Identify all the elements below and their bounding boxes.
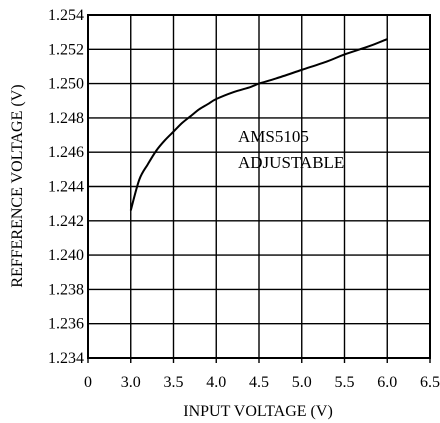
annotation-line-2: ADJUSTABLE: [238, 153, 344, 172]
x-tick-label: 5.5: [335, 374, 355, 391]
y-tick-label: 1.254: [48, 7, 84, 24]
y-axis-label: REFFERENCE VOLTAGE (V): [9, 84, 26, 287]
y-tick-label: 1.252: [48, 41, 84, 58]
series-layer: [129, 38, 388, 211]
y-tick-label: 1.250: [48, 76, 84, 93]
y-tick-label: 1.242: [48, 213, 84, 230]
x-tick-labels: 0 3.0 3.5 4.0 4.5 5.0 5.5 6.0 6.5: [84, 374, 440, 391]
x-tick-label: 3.5: [164, 374, 184, 391]
x-tick-label: 6.0: [377, 374, 397, 391]
y-tick-label: 1.234: [48, 350, 84, 367]
y-tick-label: 1.238: [48, 281, 84, 298]
y-tick-label: 1.240: [48, 247, 84, 264]
x-tick-label: 5.0: [292, 374, 312, 391]
y-tick-label: 1.248: [48, 110, 84, 127]
series-line: [129, 38, 388, 211]
plot-frame: [87, 14, 431, 363]
x-tick-label: 6.5: [420, 374, 440, 391]
y-tick-labels: 1.234 1.236 1.238 1.240 1.242 1.244 1.246 1.248…: [48, 7, 84, 367]
x-tick-label: 4.0: [206, 374, 226, 391]
x-tick-label: 4.5: [249, 374, 269, 391]
annotation-line-1: AMS5105: [238, 127, 309, 146]
x-tick-label: 0: [84, 374, 92, 391]
annotation: AMS5105 ADJUSTABLE: [238, 127, 344, 172]
x-tick-label: 3.0: [121, 374, 141, 391]
grid: [88, 15, 430, 358]
y-tick-label: 1.236: [48, 316, 84, 333]
y-tick-label: 1.246: [48, 144, 84, 161]
x-axis-label: INPUT VOLTAGE (V): [183, 403, 333, 420]
y-tick-label: 1.244: [48, 179, 84, 196]
